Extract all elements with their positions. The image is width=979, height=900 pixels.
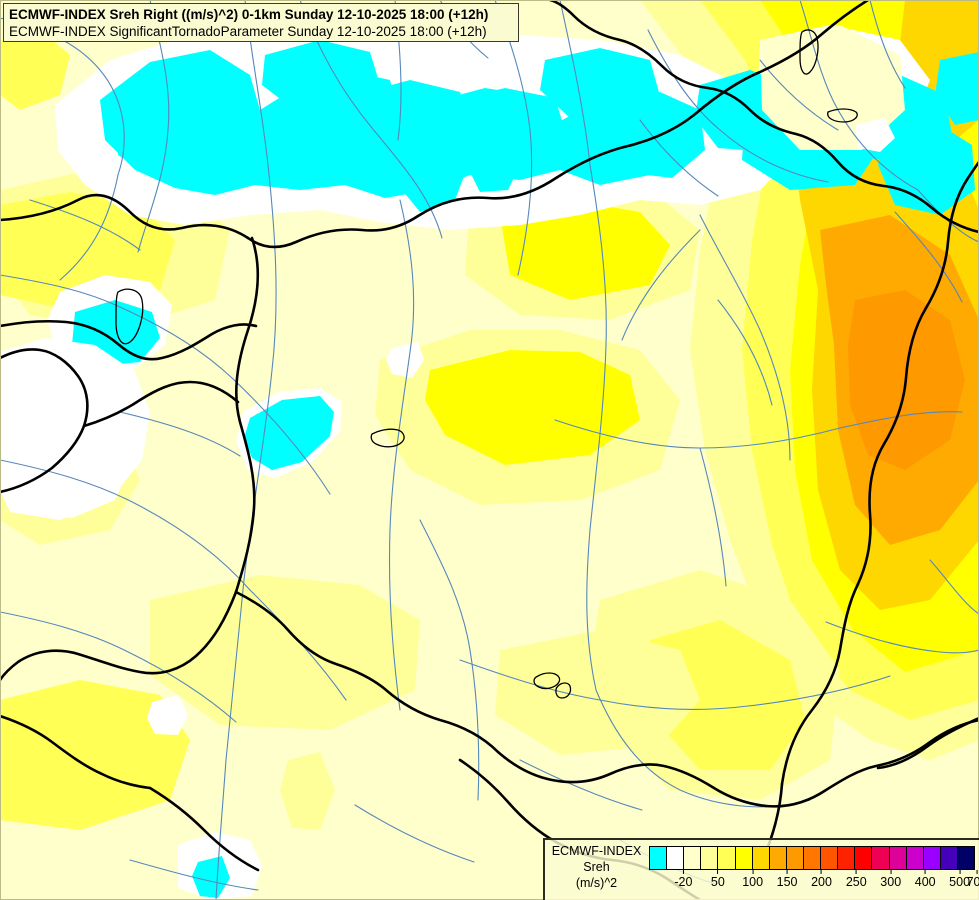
legend-tick-300: 300 xyxy=(880,870,901,889)
contour-cyan-north-lobe3 xyxy=(352,80,470,150)
legend-tick-mark xyxy=(890,870,892,874)
contour-yellow-mid-right-2 xyxy=(650,620,805,770)
legend-swatch-13 xyxy=(872,847,890,869)
legend-swatch-18 xyxy=(957,847,975,869)
contour-white-west-large xyxy=(0,382,132,518)
legend-tick-label: 500 xyxy=(949,875,971,889)
legend-tick-label: 200 xyxy=(811,875,832,889)
legend-swatch-6 xyxy=(752,847,770,869)
legend-swatch-2 xyxy=(684,847,702,869)
legend-tick-label: 300 xyxy=(880,875,902,889)
legend-tick-label: 400 xyxy=(914,875,936,889)
contour-yellow-bottomcentre-sliver xyxy=(280,752,335,830)
legend-colorbar xyxy=(649,846,975,870)
legend-tick-700: 700 xyxy=(967,870,979,889)
legend-tick-mark xyxy=(976,870,978,874)
legend-swatch-10 xyxy=(821,847,839,869)
legend-swatch-1 xyxy=(667,847,685,869)
legend-swatch-12 xyxy=(855,847,873,869)
contour-yellow-lowleft xyxy=(150,575,420,730)
contour-white-small-dot xyxy=(147,695,188,735)
legend-ticks: -20 50 100 150 200 250 300 400 500700 xyxy=(649,870,979,894)
legend-tick-label: 700 xyxy=(966,875,979,889)
contour-cyan-n-finger xyxy=(395,132,470,212)
legend-swatch-3 xyxy=(701,847,719,869)
legend-swatch-11 xyxy=(838,847,856,869)
legend-tick-mark xyxy=(752,870,754,874)
legend-scale: -20 50 100 150 200 250 300 400 500700 xyxy=(648,840,979,900)
contour-cyan-ne-2 xyxy=(878,122,975,215)
contour-cyan-north-lobe4 xyxy=(450,88,565,155)
legend-box: ECMWF-INDEX Sreh (m/s)^2 -20 50 100 150 200 2… xyxy=(543,838,979,900)
legend-tick-mark xyxy=(786,870,788,874)
legend-tick-label: 50 xyxy=(710,875,725,889)
legend-swatch-16 xyxy=(923,847,941,869)
legend-swatch-7 xyxy=(769,847,787,869)
legend-swatch-14 xyxy=(889,847,907,869)
legend-swatch-17 xyxy=(940,847,958,869)
title-box: ECMWF-INDEX Sreh Right ((m/s)^2) 0-1km S… xyxy=(3,3,519,42)
contour-yellow-centre-core xyxy=(425,350,640,465)
contour-cyan-north-lobe2 xyxy=(262,40,380,110)
legend-tick-mark xyxy=(924,870,926,874)
legend-tick-label: 150 xyxy=(776,875,798,889)
contour-cyan-ne-3 xyxy=(935,52,979,125)
legend-tick-50: 50 xyxy=(711,870,725,889)
legend-swatch-8 xyxy=(786,847,804,869)
legend-tick-mark xyxy=(717,870,719,874)
contour-yellow-north-centre-2 xyxy=(500,200,670,300)
contour-cyan-north-lobe6 xyxy=(600,92,705,178)
contour-pale-upper-right xyxy=(760,25,905,150)
legend-tick-mark xyxy=(855,870,857,874)
legend-tick-label: 250 xyxy=(845,875,867,889)
contour-cyan-north-lobe1 xyxy=(118,80,230,178)
contour-yellow-topleft xyxy=(0,30,70,110)
legend-swatch-5 xyxy=(735,847,753,869)
contour-white-tiny-centre xyxy=(386,342,424,378)
legend-tick-mark xyxy=(821,870,823,874)
legend-tick-100: 100 xyxy=(742,870,763,889)
legend-tick-150: 150 xyxy=(777,870,798,889)
legend-units: (m/s)^2 xyxy=(575,876,618,890)
legend-tick-250: 250 xyxy=(846,870,867,889)
legend-tick--20: -20 xyxy=(674,870,692,889)
contour-cyan-n-finger2 xyxy=(468,140,520,192)
legend-tick-500: 500 xyxy=(949,870,970,889)
title-line-sreh: ECMWF-INDEX Sreh Right ((m/s)^2) 0-1km S… xyxy=(9,7,489,22)
contour-cyan-south-dot xyxy=(192,856,230,898)
legend-swatch-9 xyxy=(803,847,822,869)
legend-model: ECMWF-INDEX xyxy=(551,844,642,858)
title-line-stp: ECMWF-INDEX SignificantTornadoParameter … xyxy=(9,24,487,39)
legend-tick-label: -20 xyxy=(674,875,693,889)
legend-label-group: ECMWF-INDEX Sreh (m/s)^2 xyxy=(545,840,648,900)
legend-tick-label: 100 xyxy=(742,875,764,889)
legend-swatch-4 xyxy=(718,847,736,869)
legend-tick-400: 400 xyxy=(915,870,936,889)
legend-swatch-0 xyxy=(650,847,668,869)
contour-yellow-lowleft-2 xyxy=(0,680,190,830)
legend-tick-mark xyxy=(959,870,961,874)
contour-white-upper-right-dot xyxy=(855,118,895,152)
legend-tick-mark xyxy=(682,870,684,874)
legend-swatch-15 xyxy=(906,847,924,869)
legend-tick-200: 200 xyxy=(811,870,832,889)
legend-parameter: Sreh xyxy=(583,860,610,874)
